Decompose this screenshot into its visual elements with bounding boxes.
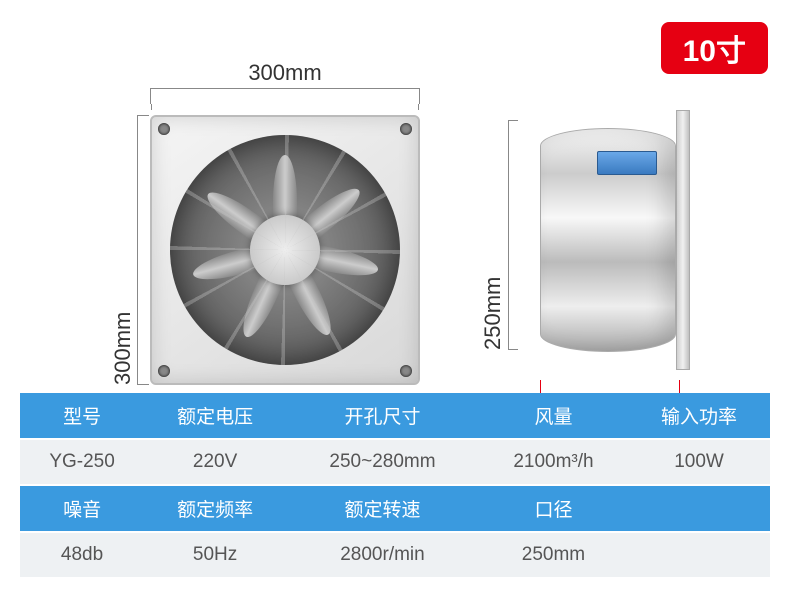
th-noise: 噪音 [20, 485, 144, 532]
table-header-row: 型号 额定电压 开孔尺寸 风量 输入功率 [20, 393, 770, 439]
td-rpm: 2800r/min [286, 532, 479, 577]
spec-table: 型号 额定电压 开孔尺寸 风量 输入功率 YG-250 220V 250~280… [20, 393, 770, 577]
th-hole-size: 开孔尺寸 [286, 393, 479, 439]
fan-housing [170, 135, 400, 365]
fan-front-plate [150, 115, 420, 385]
front-width-dimension: 300mm [150, 60, 420, 104]
table-value-row: 48db 50Hz 2800r/min 250mm [20, 532, 770, 577]
td-power: 100W [628, 439, 770, 485]
product-label-icon [597, 151, 657, 175]
table-value-row: YG-250 220V 250~280mm 2100m³/h 100W [20, 439, 770, 485]
td-voltage: 220V [144, 439, 286, 485]
side-height-label: 250mm [480, 120, 506, 350]
th-model: 型号 [20, 393, 144, 439]
th-empty [628, 485, 770, 532]
diagram-area: 300mm 300mm 250mm [40, 30, 750, 410]
fan-side-body [520, 110, 690, 370]
th-power: 输入功率 [628, 393, 770, 439]
th-freq: 额定频率 [144, 485, 286, 532]
th-voltage: 额定电压 [144, 393, 286, 439]
td-freq: 50Hz [144, 532, 286, 577]
td-hole-size: 250~280mm [286, 439, 479, 485]
td-empty [628, 532, 770, 577]
td-airflow: 2100m³/h [479, 439, 628, 485]
th-rpm: 额定转速 [286, 485, 479, 532]
th-airflow: 风量 [479, 393, 628, 439]
td-model: YG-250 [20, 439, 144, 485]
td-diameter: 250mm [479, 532, 628, 577]
th-diameter: 口径 [479, 485, 628, 532]
front-height-label: 300mm [110, 115, 136, 385]
table-header-row: 噪音 额定频率 额定转速 口径 [20, 485, 770, 532]
front-width-label: 300mm [248, 60, 321, 85]
td-noise: 48db [20, 532, 144, 577]
